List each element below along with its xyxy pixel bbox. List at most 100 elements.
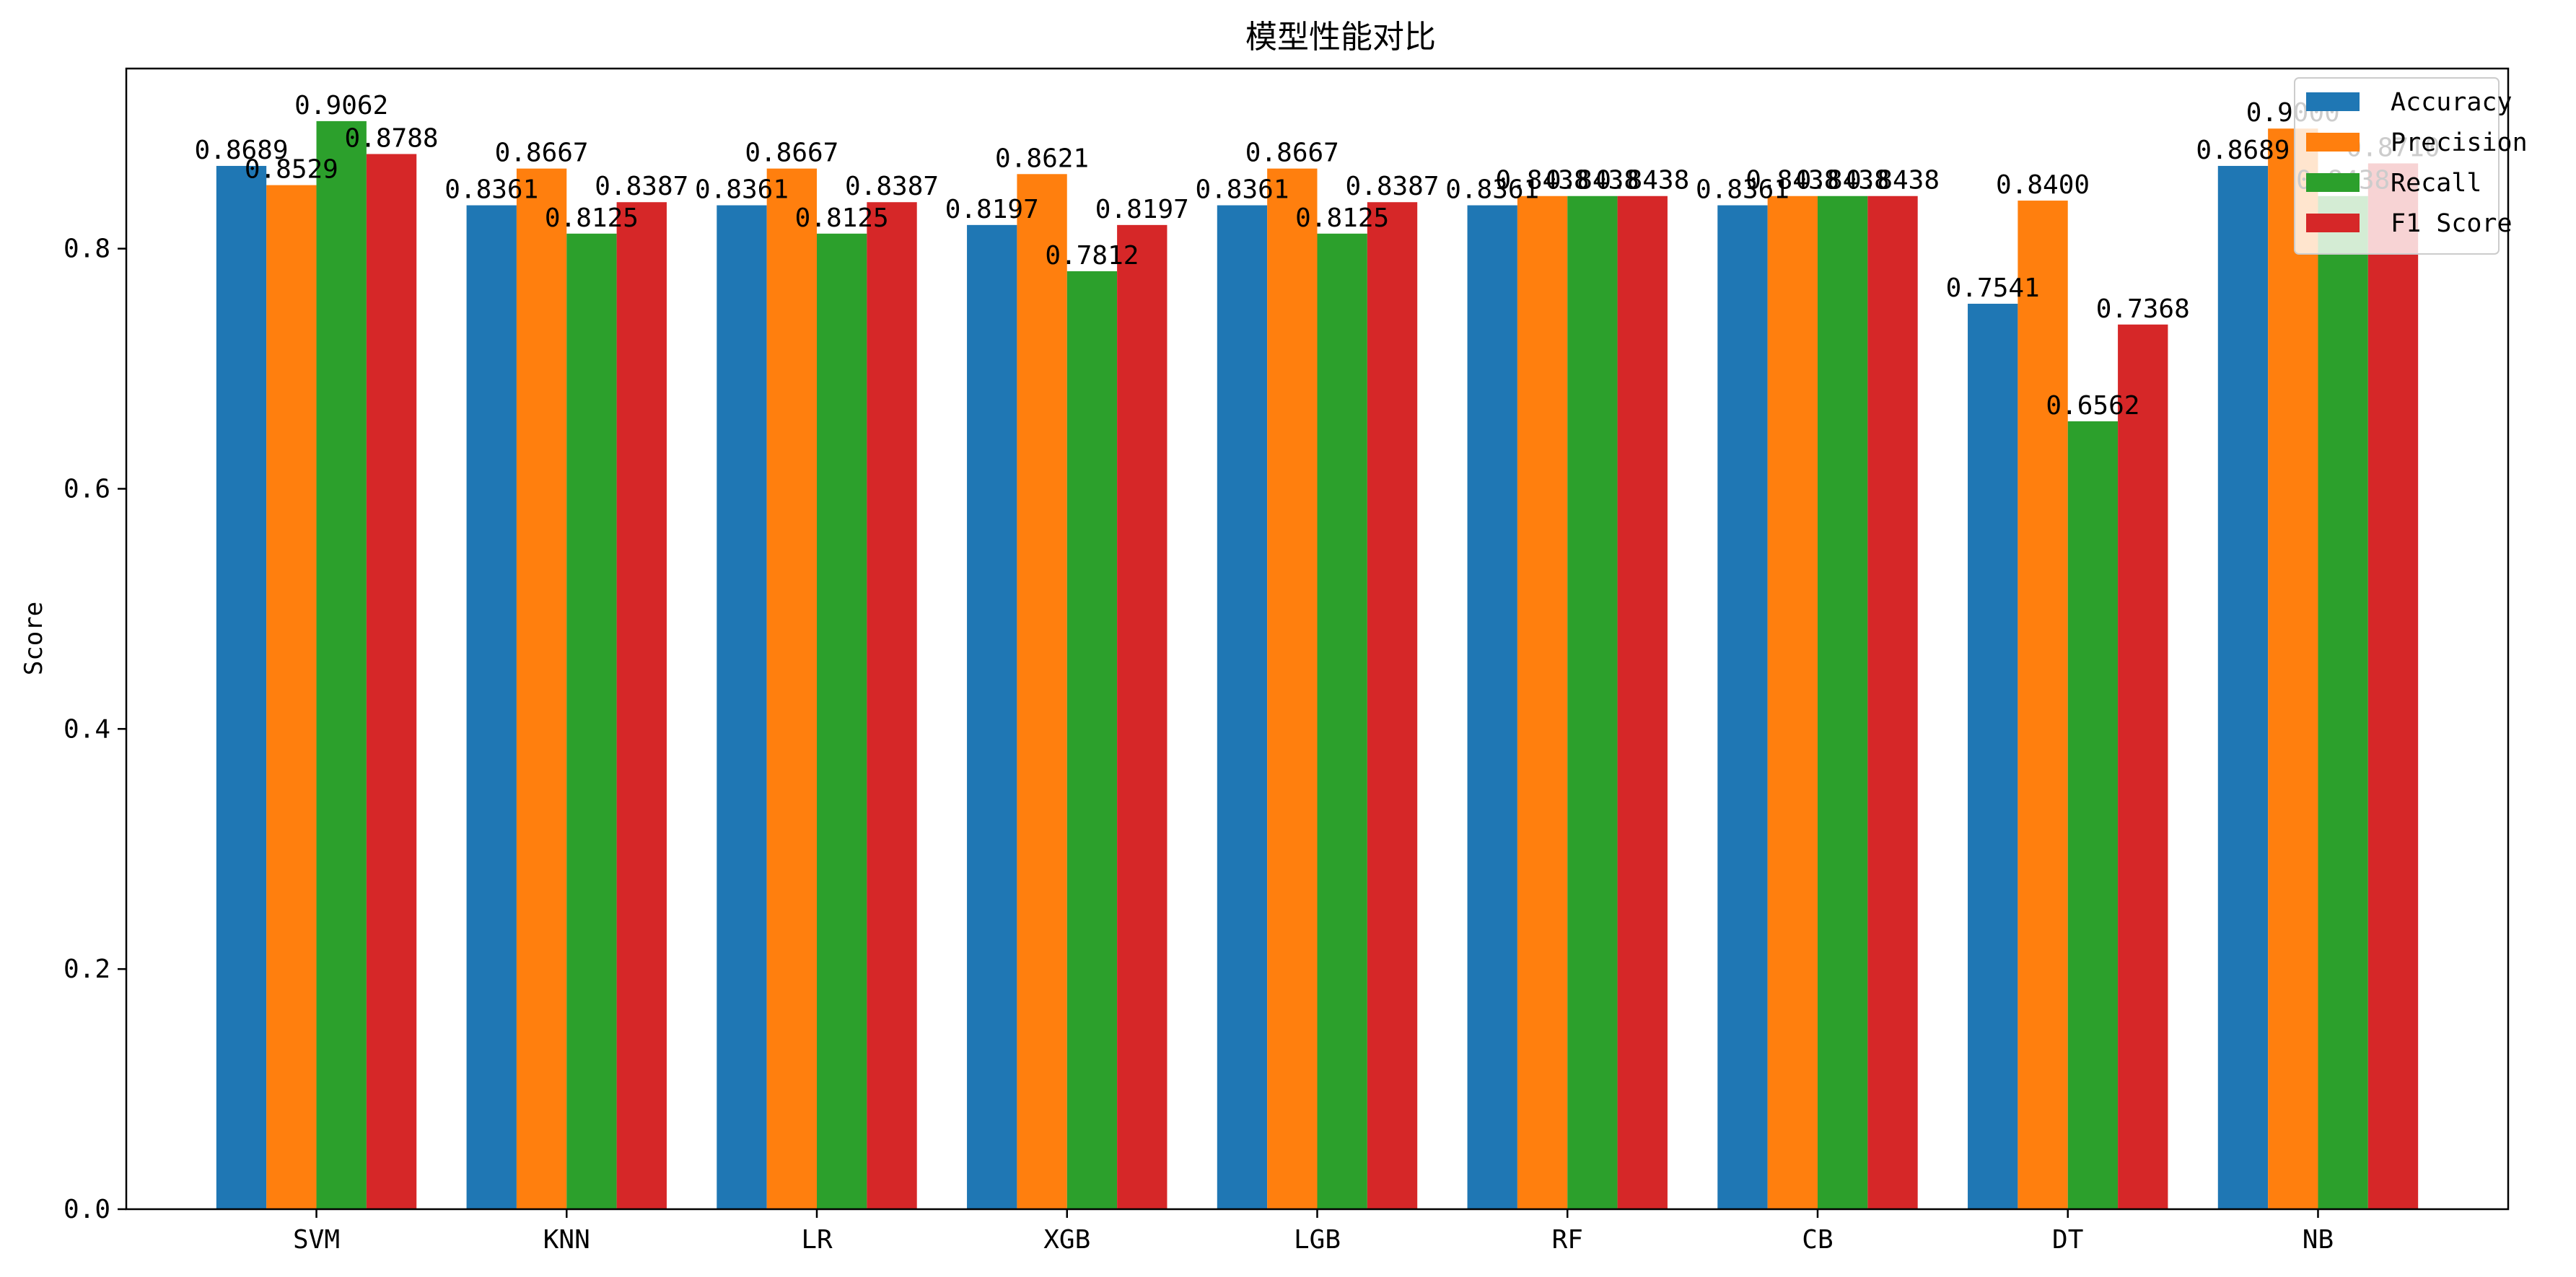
legend-label: Recall: [2391, 169, 2481, 198]
bar: [1117, 224, 1167, 1209]
bar: [1517, 196, 1568, 1210]
y-tick-label: 0.2: [63, 955, 110, 984]
bar: [2018, 201, 2068, 1209]
bar-value-label: 0.8667: [1245, 139, 1339, 168]
bar-value-label: 0.8438: [1745, 166, 1839, 196]
x-tick-label: KNN: [543, 1225, 590, 1255]
bar: [1617, 196, 1668, 1210]
bar: [2118, 324, 2168, 1209]
legend-swatch: [2306, 173, 2360, 192]
bar: [216, 165, 267, 1209]
bar-value-label: 0.8438: [1846, 166, 1940, 196]
x-tick-label: DT: [2052, 1225, 2083, 1255]
bar-value-label: 0.8125: [545, 203, 639, 233]
bar: [2268, 128, 2318, 1209]
bar: [1867, 196, 1918, 1210]
legend-box: [2294, 77, 2500, 255]
y-tick-label: 0.8: [63, 234, 110, 264]
y-tick-label: 0.4: [63, 714, 110, 744]
bar-value-label: 0.7541: [1946, 273, 2040, 303]
bar-value-label: 0.8689: [2196, 136, 2290, 165]
bar-value-label: 0.8197: [945, 195, 1039, 224]
bar-value-label: 0.7368: [2096, 294, 2190, 324]
bar: [1717, 205, 1768, 1209]
y-axis: 0.0 0.2 0.4 0.6 0.8: [63, 234, 126, 1224]
bar: [1968, 304, 2018, 1210]
bar-value-label: 0.8400: [1996, 170, 2090, 200]
bar-value-label: 0.8667: [495, 139, 589, 168]
x-tick-label: RF: [1552, 1225, 1583, 1255]
bar-value-label: 0.8689: [194, 136, 288, 165]
bar: [1066, 271, 1118, 1210]
bar-value-label: 0.9062: [294, 91, 388, 120]
bar-value-label: 0.8438: [1595, 166, 1689, 196]
bar-value-label: 0.7812: [1045, 241, 1139, 271]
legend-swatch: [2306, 92, 2360, 111]
bar-value-label: 0.8387: [595, 172, 688, 201]
bar: [1367, 202, 1418, 1210]
bar-value-label: 0.8438: [1546, 166, 1639, 196]
bar: [266, 185, 317, 1209]
bar-value-label: 0.6562: [2046, 391, 2139, 421]
bar: [1267, 168, 1318, 1209]
bar-value-label: 0.8361: [1445, 175, 1539, 205]
bar: [2217, 165, 2269, 1209]
bar-value-label: 0.8438: [1796, 166, 1890, 196]
legend-swatch: [2306, 214, 2360, 232]
x-tick-label: XGB: [1043, 1225, 1090, 1255]
bar: [1567, 196, 1618, 1210]
x-tick-label: LR: [801, 1225, 833, 1255]
bar-value-label: 0.8197: [1095, 195, 1189, 224]
bar: [466, 205, 517, 1209]
bar: [1217, 205, 1268, 1209]
bar: [1317, 233, 1367, 1209]
bar-value-label: 0.8621: [995, 144, 1089, 173]
bar: [817, 233, 867, 1209]
bar-value-label: 0.8529: [245, 155, 338, 185]
bar-value-label: 0.8361: [1195, 175, 1289, 205]
bar: [1467, 205, 1517, 1209]
bar-value-label: 0.8387: [1345, 172, 1439, 201]
bar: [616, 202, 667, 1210]
bars-layer: [216, 120, 2419, 1210]
bar-value-label: 0.8361: [444, 175, 538, 205]
bar-value-label: 0.8361: [1696, 175, 1789, 205]
x-axis: SVM KNN LR XGB LGB RF CB DT NB: [293, 1209, 2334, 1255]
x-tick-label: NB: [2303, 1225, 2334, 1255]
bar: [766, 168, 818, 1209]
bar-value-label: 0.8438: [1496, 166, 1590, 196]
bar: [366, 154, 417, 1209]
y-axis-label: Score: [19, 602, 48, 675]
bar: [2318, 196, 2368, 1210]
y-tick-label: 0.6: [63, 474, 110, 504]
bar: [1767, 196, 1818, 1210]
bar-value-label: 0.8125: [1295, 203, 1389, 233]
bar-value-label: 0.8387: [845, 172, 939, 201]
bar-value-label: 0.8361: [695, 175, 789, 205]
bar-value-label: 0.8667: [745, 139, 838, 168]
x-tick-label: CB: [1802, 1225, 1833, 1255]
bar: [316, 120, 367, 1209]
legend: Accuracy Precision Recall F1 Score: [2294, 77, 2528, 255]
bar: [1817, 196, 1868, 1210]
bar-value-label: 0.8788: [345, 123, 439, 153]
legend-label: F1 Score: [2391, 209, 2513, 238]
legend-label: Precision: [2391, 128, 2528, 157]
x-tick-label: SVM: [293, 1225, 340, 1255]
bar: [566, 233, 617, 1209]
bar: [967, 224, 1017, 1209]
bar-value-label: 0.8125: [795, 203, 889, 233]
legend-label: Accuracy: [2391, 88, 2513, 117]
bar: [2067, 421, 2119, 1209]
x-tick-label: LGB: [1294, 1225, 1341, 1255]
chart-title: 模型性能对比: [1245, 19, 1436, 56]
bar: [867, 202, 917, 1210]
bar: [717, 205, 767, 1209]
bar: [1017, 174, 1067, 1210]
bar: [516, 168, 567, 1209]
y-tick-label: 0.0: [63, 1195, 110, 1224]
bar: [2367, 163, 2419, 1209]
legend-swatch: [2306, 133, 2360, 152]
